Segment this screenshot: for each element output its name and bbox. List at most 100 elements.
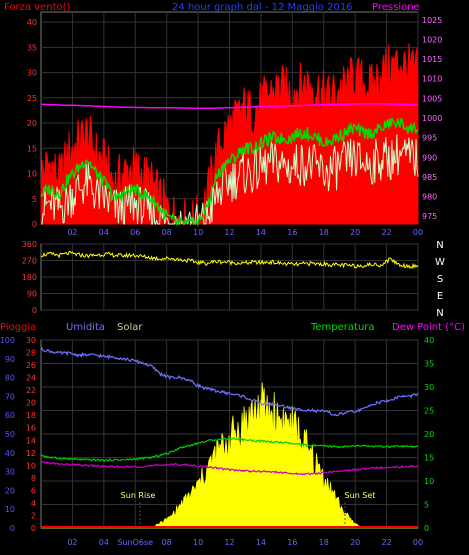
x-tick-label: 06	[130, 228, 140, 237]
y-tick-label: 180	[22, 273, 37, 282]
x-tick-label: 14	[256, 538, 266, 547]
x-tick-label: 08	[162, 228, 172, 237]
humidity-tick-label: 10	[26, 461, 36, 470]
humidity-tick-label: 28	[26, 349, 36, 358]
y-tick-label: 90	[27, 290, 37, 299]
x-tick-label: 18	[319, 228, 329, 237]
x-tick-label: 16	[287, 228, 297, 237]
humidity-axis-label: Umidita	[66, 322, 105, 333]
y-right-tick-label: 20	[424, 430, 434, 439]
humidity-tick-label: 0	[31, 524, 36, 533]
humidity-tick-label: 30	[26, 336, 36, 345]
y-right-tick-label: 1005	[422, 94, 442, 103]
wind-average-series	[40, 117, 419, 227]
rain-tick-label: 30	[5, 468, 15, 477]
humidity-tick-label: 18	[26, 411, 36, 420]
x-tick-label: 08	[162, 538, 172, 547]
sun-rise-label: Sun Rise	[121, 491, 156, 500]
humidity-tick-label: 20	[26, 399, 36, 408]
y-right-tick-label: 35	[424, 360, 434, 369]
x-tick-label: 22	[381, 228, 391, 237]
rain-axis-label: Pioggia	[0, 322, 36, 333]
y-right-tick-label: 995	[422, 134, 437, 143]
compass-label: N	[436, 308, 443, 319]
x-tick-label: 22	[381, 538, 391, 547]
compass-label: S	[437, 274, 443, 285]
y-right-tick-label: 10	[424, 477, 434, 486]
humidity-tick-label: 14	[26, 436, 36, 445]
y-tick-label: 360	[22, 240, 37, 249]
wind-low-series	[41, 134, 419, 226]
rain-tick-label: 40	[5, 449, 15, 458]
y-right-tick-label: 1025	[422, 16, 442, 25]
y-right-tick-label: 980	[422, 193, 437, 202]
y-right-tick-label: 1020	[422, 35, 442, 44]
dewpoint-series	[41, 460, 419, 476]
x-tick-label: 14	[256, 228, 266, 237]
y-right-tick-label: 30	[424, 383, 434, 392]
wind-axis-label: Forza vento()	[4, 2, 71, 13]
humidity-tick-label: 24	[26, 374, 36, 383]
sun-set-label: Sun Set	[345, 491, 376, 500]
y-right-tick-label: 975	[422, 212, 437, 221]
y-left-tick-label: 30	[27, 69, 37, 78]
x-tick-label: 02	[67, 538, 77, 547]
humidity-tick-label: 6	[31, 486, 36, 495]
y-right-tick-label: 0	[424, 524, 429, 533]
y-left-tick-label: 20	[27, 119, 37, 128]
humidity-series	[40, 346, 419, 417]
y-left-tick-label: 5	[32, 195, 37, 204]
rain-humidity-temp-plot: 0510152025303540010203040506070809010002…	[0, 336, 434, 547]
y-right-tick-label: 985	[422, 173, 437, 182]
rain-tick-label: 10	[5, 505, 15, 514]
x-tick-label: 10	[193, 228, 203, 237]
x-tick-label: SunO6se	[117, 538, 153, 547]
x-tick-label: 16	[287, 538, 297, 547]
temperature-axis-label: Temperatura	[310, 322, 375, 333]
compass-label: E	[437, 291, 443, 302]
humidity-tick-label: 12	[26, 449, 36, 458]
wind-pressure-plot: 0510152025303540975980985990995100010051…	[27, 11, 442, 237]
humidity-tick-label: 22	[26, 386, 36, 395]
y-right-tick-label: 5	[424, 501, 429, 510]
dewpoint-axis-label: Dew Point (°C)	[392, 322, 465, 333]
y-left-tick-label: 40	[27, 18, 37, 27]
y-left-tick-label: 10	[27, 170, 37, 179]
chart-title: 24 hour graph dal - 12 Maggio 2016	[172, 2, 353, 13]
rain-tick-label: 60	[5, 411, 15, 420]
rain-tick-label: 100	[0, 336, 15, 345]
rain-tick-label: 0	[10, 524, 15, 533]
y-right-tick-label: 1010	[422, 75, 442, 84]
y-left-tick-label: 25	[27, 94, 37, 103]
rain-tick-label: 90	[5, 355, 15, 364]
y-tick-label: 270	[22, 257, 37, 266]
x-tick-label: 00	[413, 228, 423, 237]
y-right-tick-label: 1015	[422, 55, 442, 64]
temperature-series	[40, 437, 419, 462]
pressure-series	[40, 103, 419, 109]
pressure-axis-label: Pressione	[372, 2, 420, 13]
compass-label: W	[435, 257, 445, 268]
y-right-tick-label: 990	[422, 153, 437, 162]
x-tick-label: 18	[319, 538, 329, 547]
rain-tick-label: 50	[5, 430, 15, 439]
humidity-tick-label: 8	[31, 474, 36, 483]
humidity-tick-label: 2	[31, 511, 36, 520]
wind-direction-series	[40, 250, 419, 269]
x-tick-label: 04	[99, 228, 109, 237]
y-right-tick-label: 25	[424, 407, 434, 416]
y-right-tick-label: 40	[424, 336, 434, 345]
y-left-tick-label: 0	[32, 220, 37, 229]
x-tick-label: 20	[350, 538, 360, 547]
rain-tick-label: 20	[5, 486, 15, 495]
humidity-tick-label: 4	[31, 499, 36, 508]
rain-tick-label: 70	[5, 392, 15, 401]
x-tick-label: 04	[99, 538, 109, 547]
x-tick-label: 12	[224, 228, 234, 237]
x-tick-label: 10	[193, 538, 203, 547]
rain-tick-label: 80	[5, 374, 15, 383]
compass-label: N	[436, 240, 443, 251]
y-tick-label: 0	[32, 306, 37, 315]
